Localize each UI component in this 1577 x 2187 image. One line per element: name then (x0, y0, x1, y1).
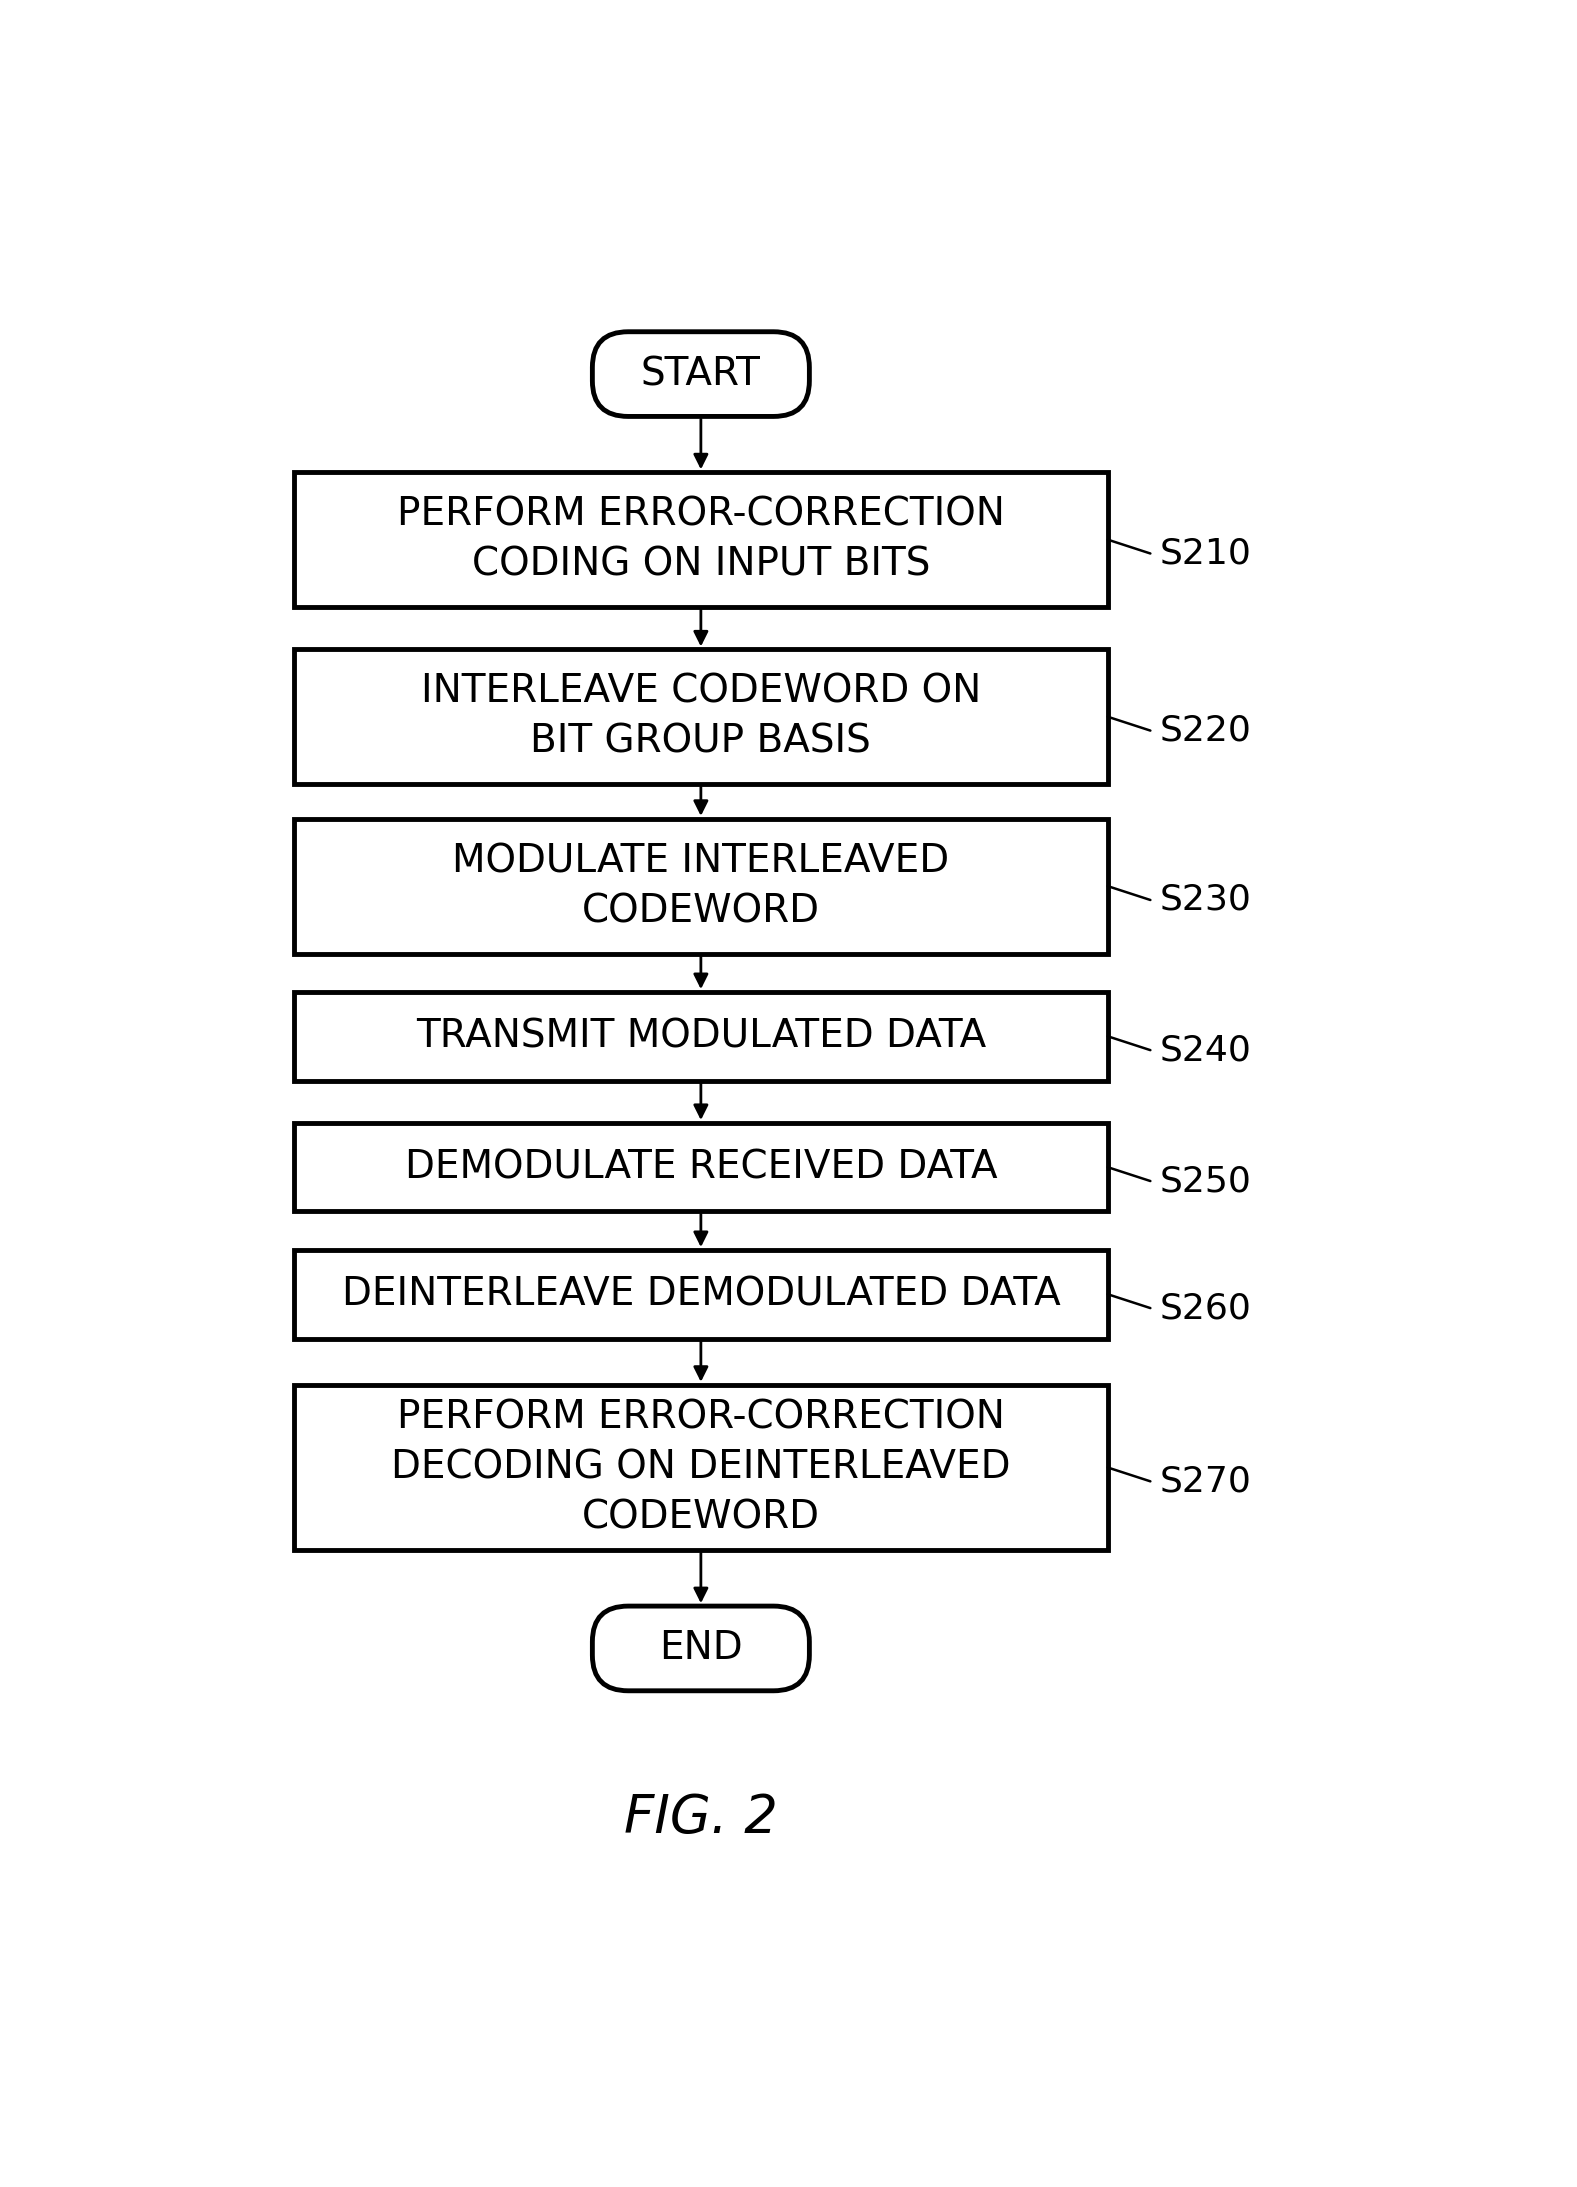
Bar (293, 818, 1107, 954)
Text: S270: S270 (1159, 1465, 1252, 1498)
Text: PERFORM ERROR-CORRECTION
DECODING ON DEINTERLEAVED
CODEWORD: PERFORM ERROR-CORRECTION DECODING ON DEI… (391, 1397, 1011, 1537)
Bar (293, 472, 1107, 608)
Bar (293, 993, 1107, 1080)
Text: FIG. 2: FIG. 2 (624, 1791, 777, 1844)
Text: END: END (659, 1629, 743, 1666)
Text: S260: S260 (1159, 1290, 1252, 1325)
Bar (293, 650, 1107, 785)
Text: S230: S230 (1159, 884, 1252, 916)
FancyBboxPatch shape (593, 1605, 809, 1691)
Text: S210: S210 (1159, 536, 1252, 571)
Text: PERFORM ERROR-CORRECTION
CODING ON INPUT BITS: PERFORM ERROR-CORRECTION CODING ON INPUT… (397, 496, 1005, 584)
Text: MODULATE INTERLEAVED
CODEWORD: MODULATE INTERLEAVED CODEWORD (453, 842, 949, 929)
Text: S240: S240 (1159, 1032, 1252, 1067)
Text: DEINTERLEAVE DEMODULATED DATA: DEINTERLEAVE DEMODULATED DATA (342, 1275, 1060, 1312)
Bar (293, 1251, 1107, 1338)
Text: TRANSMIT MODULATED DATA: TRANSMIT MODULATED DATA (416, 1017, 986, 1056)
Text: START: START (640, 354, 760, 394)
Text: S250: S250 (1159, 1163, 1252, 1198)
Bar (293, 1384, 1107, 1551)
Text: S220: S220 (1159, 713, 1252, 748)
Text: INTERLEAVE CODEWORD ON
BIT GROUP BASIS: INTERLEAVE CODEWORD ON BIT GROUP BASIS (421, 674, 981, 761)
Bar (293, 1122, 1107, 1212)
Text: DEMODULATE RECEIVED DATA: DEMODULATE RECEIVED DATA (405, 1148, 997, 1185)
FancyBboxPatch shape (593, 332, 809, 416)
